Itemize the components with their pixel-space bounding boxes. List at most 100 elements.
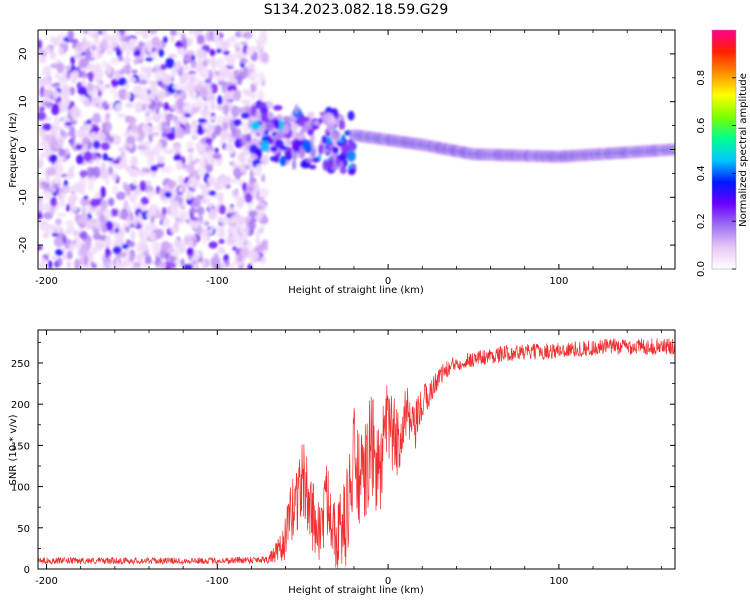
spectrogram-cell [114,102,123,112]
spectrogram-cell [41,183,46,190]
spectrogram-cell [86,62,97,72]
spectrogram-cell [107,197,115,207]
spectrogram-cell [65,220,70,227]
spectrogram-cell [91,90,97,97]
spectrogram-cell [49,205,55,216]
spectrogram-cell [303,117,310,122]
spectrogram-cell [115,191,126,201]
spectrogram-cell [131,264,141,269]
spectrogram-cell [77,130,84,138]
spectrogram-cell [90,152,97,161]
spectrogram-cell [237,107,243,114]
spectrogram-cell [327,158,334,169]
spectrogram-cell [105,263,110,269]
spectrogram-cell [40,224,49,230]
colorbar: 0.0 0.2 0.4 0.6 0.8 Normalized spectral ampl… [696,29,749,277]
spectrogram-cell [248,161,254,171]
spectrogram-cell [180,258,185,267]
spectrogram-cell [196,79,203,86]
spectrogram-cell [117,160,128,170]
spectrogram-cell [132,87,138,94]
spectrogram-cell [172,115,179,123]
spectrogram-cell [188,153,194,162]
spectrogram-cell [110,208,118,217]
spectrogram-cell [231,160,237,168]
spectrogram-cell [50,154,57,165]
spectrogram-cell [230,262,235,269]
spectrogram-cell [308,164,317,170]
spectrogram-cell [123,56,132,64]
spectrogram-cell [217,216,224,223]
spectrogram-cell [166,180,177,188]
spectrogram-cell [111,135,122,146]
spectrogram-cell [231,133,239,139]
spectrogram-cell [244,192,253,204]
spectrogram-cell [58,47,64,55]
spectrogram-cell [143,95,149,106]
spectrogram-cell [40,77,50,86]
spectrogram-cell [234,236,239,242]
spectrogram-cell [222,104,230,115]
spectrogram-cell [300,128,307,133]
snr-y-tick-label: 100 [11,483,30,494]
spectrogram-cell [52,183,59,189]
snr-frame [37,329,676,570]
spectrogram-cell [137,79,148,85]
spectrogram-cell [102,100,108,110]
snr-y-ticks: 0 50 100 150 200 250 [11,341,675,576]
spectrogram-cell [270,146,278,152]
spectrogram-cell [220,129,230,140]
spectrogram-cell [53,116,61,127]
colorbar-ticks: 0.0 0.2 0.4 0.6 0.8 [696,70,736,277]
spectrogram-cell [125,184,132,197]
spectrogram-cell [186,50,195,56]
spectrogram-cell [43,89,53,98]
spectrogram-cell [145,57,154,62]
spectrogram-cell [187,163,195,175]
spectrogram-cell [84,97,91,109]
spectrogram-cell [195,250,201,257]
spectrogram-cell [330,133,338,139]
spectrogram-cell [117,146,125,152]
spectrogram-cell [177,91,187,101]
spectrogram-cell [255,196,265,201]
spectrogram-cell [290,121,299,131]
spectrogram-cell [117,77,127,86]
spectrogram-cell [83,30,89,35]
spectrogram-cell [142,122,149,128]
spectrogram-cell [173,143,181,153]
spectrogram-cell [180,48,186,56]
spectrogram-cell [175,209,181,218]
spectrogram-cell [170,187,177,200]
spectrogram-cell [237,73,243,86]
spectrogram-y-tick-label: 10 [18,95,29,108]
snr-x-label: Height of straight line (km) [288,585,424,596]
spectrogram-cell [147,45,153,53]
spectrogram-cell [230,177,238,184]
spectrogram-cell [165,165,173,174]
spectrogram-cell [248,62,256,71]
spectrogram-cell [160,64,167,71]
spectrogram-cell [62,185,73,193]
spectrogram-cell [104,112,111,121]
spectrogram-cell [138,170,148,176]
spectrogram-cell [38,202,44,211]
spectrogram-y-tick-label: -20 [18,237,29,253]
spectrogram-cell [206,93,216,104]
spectrogram-cell [152,111,161,123]
spectrogram-cell [45,175,50,184]
spectrogram-cell [301,139,312,151]
spectrogram-cell [60,173,68,178]
spectrogram-cell [148,103,156,110]
spectrogram-cell [50,225,56,233]
spectrogram-cell [324,113,330,122]
figure-title: S134.2023.082.18.59.G29 [264,2,449,18]
spectrogram-x-tick-label: -200 [35,276,58,287]
spectrogram-cell [167,205,172,216]
spectrogram-cell [141,210,149,220]
spectrogram-cell [182,104,193,112]
spectrogram-cell [161,207,167,216]
spectrogram-cell [210,257,216,269]
spectrogram-cell [233,167,242,179]
spectrogram-cell [207,202,213,209]
